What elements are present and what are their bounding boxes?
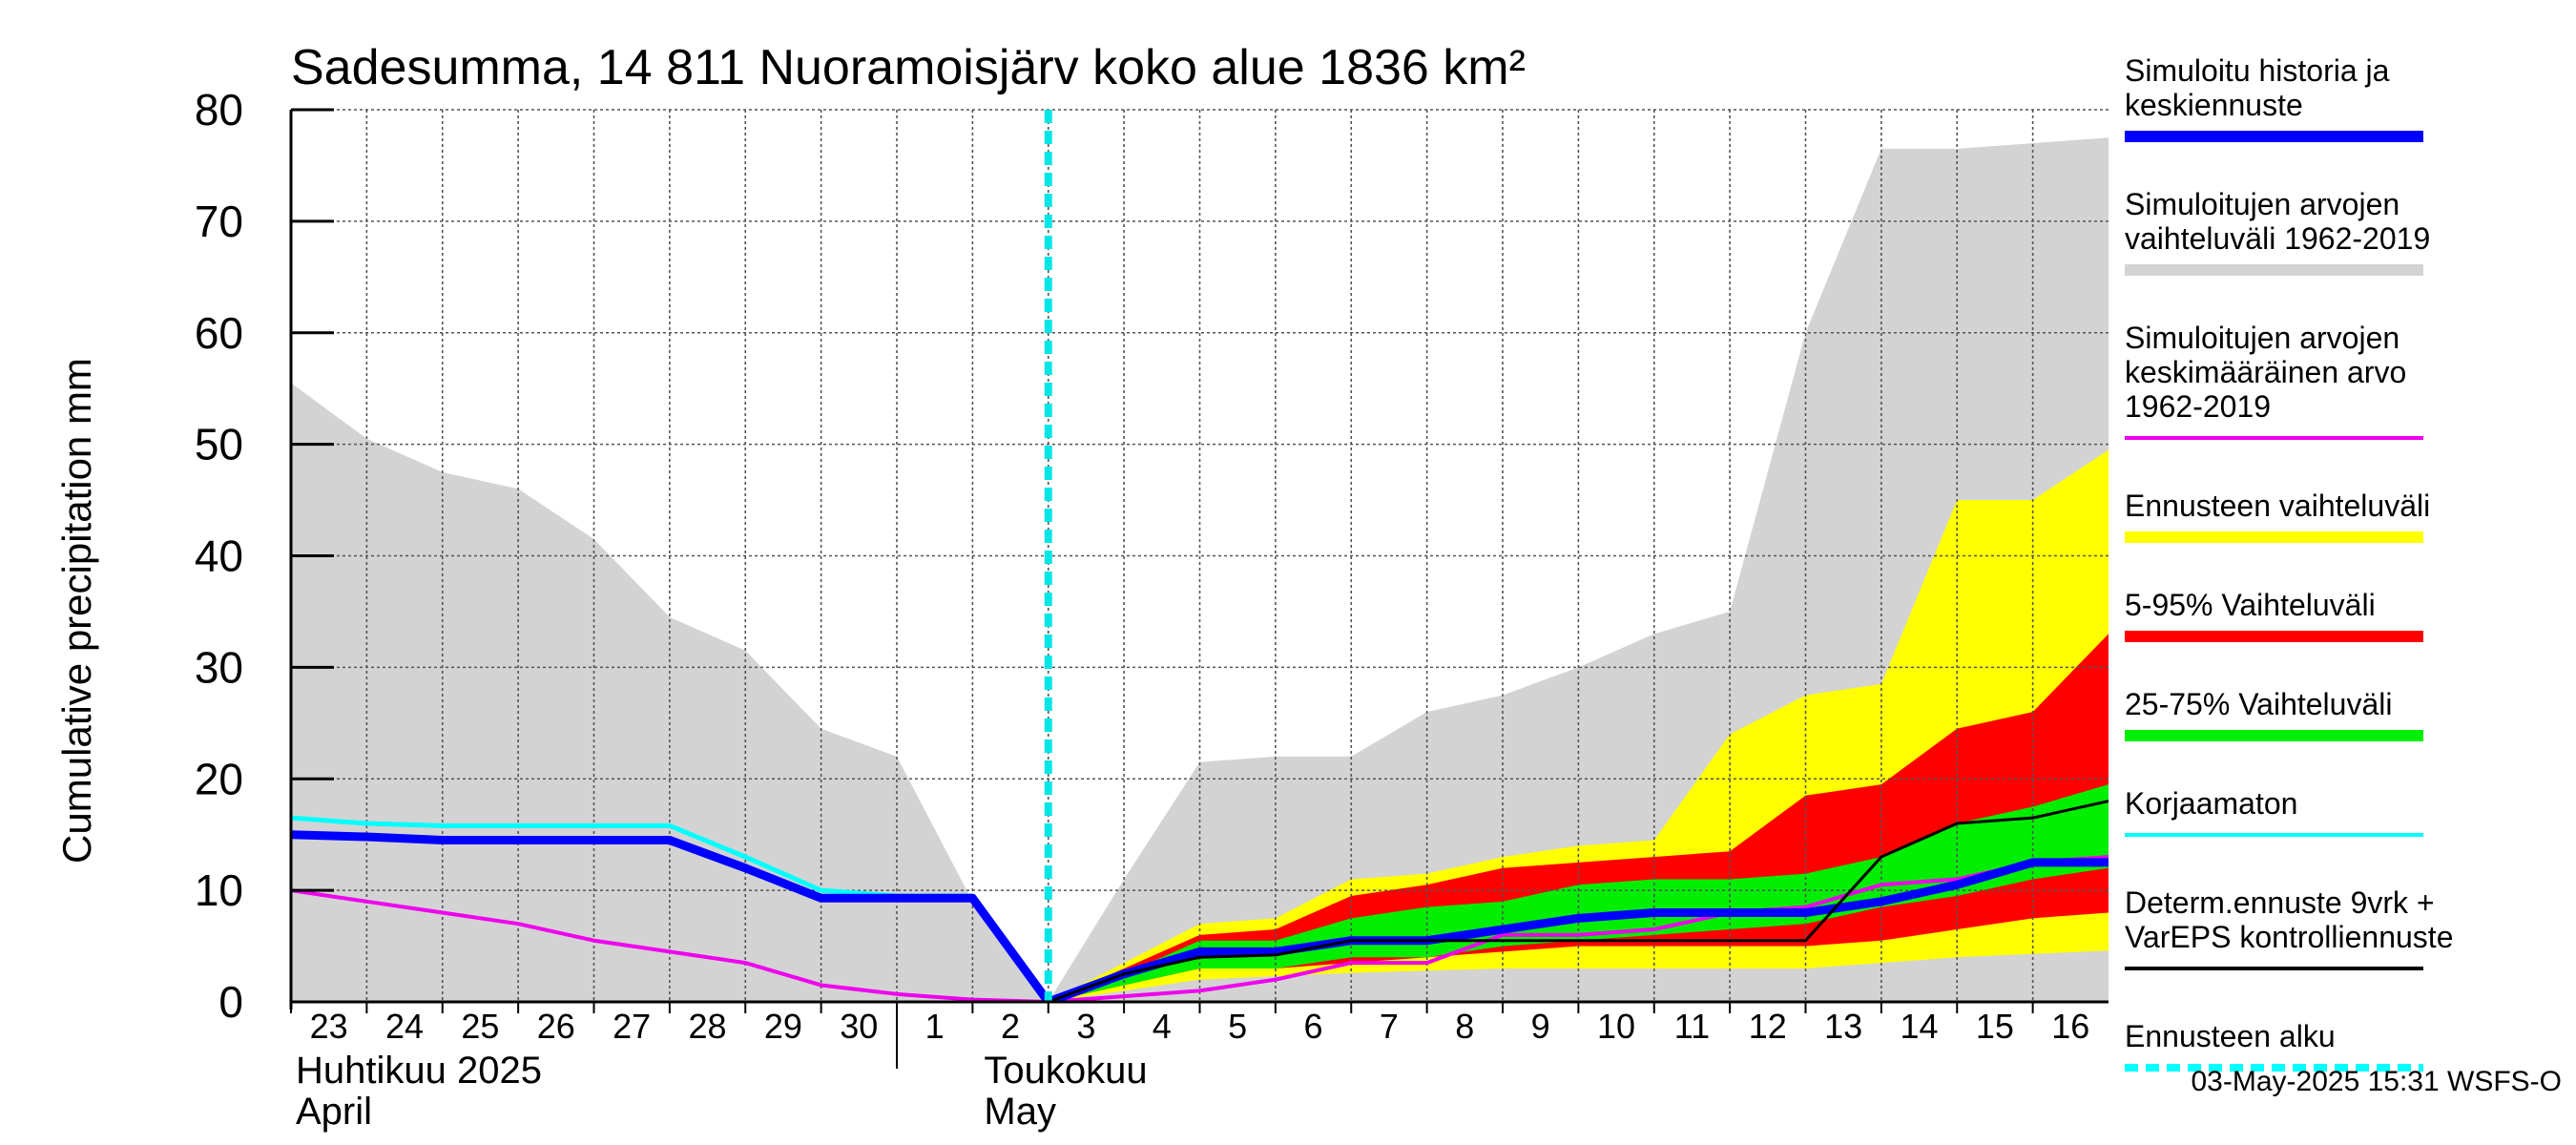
lines-layer [291, 110, 2109, 1002]
x-tick-label: 24 [385, 1007, 424, 1046]
timestamp-footer: 03-May-2025 15:31 WSFS-O [2192, 1066, 2563, 1097]
legend-label: 5-95% Vaihteluväli [2125, 588, 2376, 622]
legend-label: Simuloitu historia ja [2125, 53, 2390, 88]
legend-label: vaihteluväli 1962-2019 [2125, 221, 2430, 256]
month-label-en: April [296, 1091, 372, 1133]
x-tick-label: 8 [1455, 1007, 1474, 1046]
x-tick-label: 2 [1001, 1007, 1020, 1046]
legend-label: Determ.ennuste 9vrk + [2125, 885, 2435, 920]
y-tick-label: 70 [195, 197, 243, 246]
x-tick-label: 14 [1901, 1007, 1939, 1046]
x-tick-label: 1 [925, 1007, 945, 1046]
chart-title: Sadesumma, 14 811 Nuoramoisjärv koko alu… [291, 40, 1526, 95]
series-line-3 [1047, 800, 2109, 1002]
legend-label: VarEPS kontrolliennuste [2125, 920, 2453, 954]
month-label: Toukokuu [984, 1050, 1147, 1092]
x-tick-label: 27 [613, 1007, 651, 1046]
month-label-en: May [984, 1091, 1056, 1133]
x-tick-label: 28 [689, 1007, 727, 1046]
month-label: Huhtikuu 2025 [296, 1050, 542, 1092]
legend-label: 1962-2019 [2125, 389, 2271, 424]
y-tick-label: 20 [195, 754, 243, 803]
y-tick-label: 10 [195, 865, 243, 915]
x-tick-label: 30 [840, 1007, 878, 1046]
x-tick-label: 25 [461, 1007, 499, 1046]
legend-label: keskimääräinen arvo [2125, 355, 2406, 389]
x-tick-label: 11 [1674, 1007, 1710, 1046]
x-tick-label: 4 [1153, 1007, 1172, 1046]
legend-label: Ennusteen alku [2125, 1019, 2336, 1053]
legend-label: Korjaamaton [2125, 786, 2297, 821]
legend-label: 25-75% Vaihteluväli [2125, 687, 2392, 721]
x-tick-label: 23 [310, 1007, 348, 1046]
x-tick-label: 3 [1076, 1007, 1095, 1046]
x-tick-label: 15 [1976, 1007, 2014, 1046]
x-tick-label: 9 [1531, 1007, 1550, 1046]
x-tick-label: 16 [2051, 1007, 2089, 1046]
series-line-2 [291, 830, 2109, 1002]
y-tick-label: 30 [195, 642, 243, 692]
y-tick-label: 80 [195, 85, 243, 135]
x-tick-label: 5 [1228, 1007, 1247, 1046]
y-tick-label: 0 [218, 977, 243, 1027]
x-tick-label: 12 [1749, 1007, 1787, 1046]
legend-label: keskiennuste [2125, 88, 2303, 122]
x-tick-label: 10 [1597, 1007, 1635, 1046]
legend-label: Simuloitujen arvojen [2125, 321, 2399, 355]
y-tick-label: 40 [195, 531, 243, 581]
y-tick-label: 50 [195, 420, 243, 469]
x-tick-label: 13 [1824, 1007, 1862, 1046]
legend-label: Ennusteen vaihteluväli [2125, 489, 2430, 523]
x-tick-label: 29 [764, 1007, 802, 1046]
y-tick-label: 60 [195, 308, 243, 358]
y-axis-label: Cumulative precipitation mm [54, 358, 99, 864]
x-tick-label: 7 [1380, 1007, 1399, 1046]
x-tick-label: 6 [1304, 1007, 1323, 1046]
legend-label: Simuloitujen arvojen [2125, 187, 2399, 221]
series-line-0 [291, 855, 2109, 1002]
x-tick-label: 26 [537, 1007, 575, 1046]
